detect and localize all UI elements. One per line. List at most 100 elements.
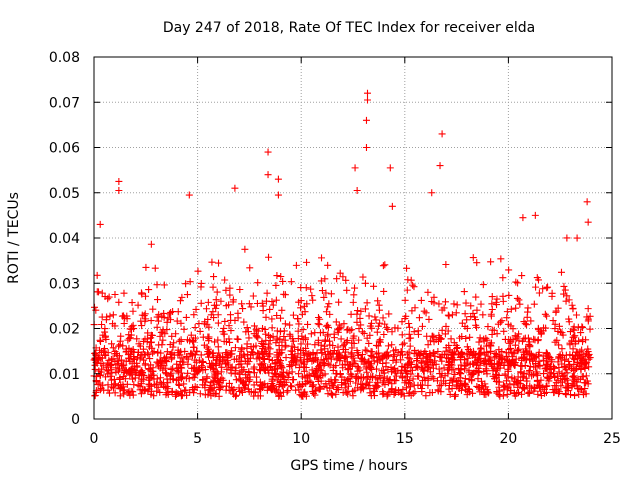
data-point xyxy=(140,312,148,320)
data-point xyxy=(119,362,127,370)
data-point xyxy=(420,307,428,315)
data-point xyxy=(238,353,246,361)
data-point xyxy=(444,355,452,363)
data-point xyxy=(157,361,165,369)
data-point xyxy=(473,323,481,331)
data-point xyxy=(273,348,281,356)
data-point xyxy=(264,148,272,156)
data-point xyxy=(268,324,276,332)
data-point xyxy=(464,387,472,395)
data-point xyxy=(295,320,303,328)
data-point xyxy=(578,359,586,367)
data-point xyxy=(116,392,124,400)
data-point xyxy=(182,313,190,321)
data-point xyxy=(315,374,323,382)
data-point xyxy=(192,370,200,378)
data-point xyxy=(329,382,337,390)
data-point xyxy=(584,348,592,356)
data-point xyxy=(400,339,408,347)
data-point xyxy=(376,354,384,362)
data-point xyxy=(150,348,158,356)
data-point xyxy=(247,351,255,359)
data-point xyxy=(315,321,323,329)
data-point xyxy=(506,380,514,388)
data-point xyxy=(177,319,185,327)
data-point xyxy=(318,349,326,357)
data-point xyxy=(497,255,505,263)
data-point xyxy=(535,289,543,297)
data-point xyxy=(155,311,163,319)
data-point xyxy=(101,348,109,356)
data-point xyxy=(471,316,479,324)
data-point xyxy=(107,376,115,384)
data-point xyxy=(197,279,205,287)
data-point xyxy=(561,364,569,372)
data-point xyxy=(583,377,591,385)
data-point xyxy=(240,366,248,374)
data-point xyxy=(370,282,378,290)
data-point xyxy=(96,220,104,228)
data-point xyxy=(363,347,371,355)
data-point xyxy=(290,337,298,345)
data-point xyxy=(466,360,474,368)
data-point xyxy=(554,386,562,394)
data-point xyxy=(447,335,455,343)
data-point xyxy=(302,380,310,388)
data-point xyxy=(390,347,398,355)
data-point xyxy=(172,330,180,338)
data-point xyxy=(330,330,338,338)
data-point xyxy=(94,354,102,362)
data-point xyxy=(503,377,511,385)
data-point xyxy=(467,371,475,379)
data-point xyxy=(339,364,347,372)
data-point xyxy=(497,356,505,364)
data-point xyxy=(147,240,155,248)
data-point xyxy=(533,274,541,282)
data-point xyxy=(314,320,322,328)
data-point xyxy=(503,308,511,316)
data-point xyxy=(338,379,346,387)
data-point xyxy=(317,356,325,364)
grid-lines xyxy=(94,57,612,419)
data-point xyxy=(256,392,264,400)
data-point xyxy=(104,370,112,378)
data-point xyxy=(574,352,582,360)
data-point xyxy=(147,317,155,325)
data-point xyxy=(551,325,559,333)
data-point xyxy=(548,292,556,300)
data-point xyxy=(384,342,392,350)
data-point xyxy=(181,386,189,394)
data-point xyxy=(565,358,573,365)
data-point xyxy=(426,368,434,376)
data-point xyxy=(355,325,363,333)
data-point xyxy=(385,310,393,318)
data-point xyxy=(99,381,107,389)
data-point xyxy=(261,366,269,374)
data-point xyxy=(91,361,99,369)
data-point xyxy=(170,339,178,347)
data-point xyxy=(373,328,381,336)
data-point xyxy=(286,332,294,340)
data-point xyxy=(91,392,99,400)
data-point xyxy=(339,273,347,281)
data-point xyxy=(541,310,549,318)
data-point xyxy=(448,385,456,393)
data-point xyxy=(580,391,588,399)
data-point xyxy=(362,144,370,151)
data-point xyxy=(213,301,221,309)
data-point xyxy=(353,318,361,326)
data-point xyxy=(98,320,106,328)
data-point xyxy=(349,298,357,306)
data-point xyxy=(373,365,381,373)
data-point xyxy=(403,264,411,272)
data-point xyxy=(261,325,269,333)
data-point xyxy=(154,349,162,357)
data-point xyxy=(202,305,210,313)
data-point xyxy=(543,350,551,358)
data-point xyxy=(335,349,343,357)
data-point xyxy=(372,316,380,324)
data-point xyxy=(579,338,587,346)
data-point xyxy=(552,307,560,315)
data-point xyxy=(299,326,307,334)
data-point xyxy=(294,315,302,323)
